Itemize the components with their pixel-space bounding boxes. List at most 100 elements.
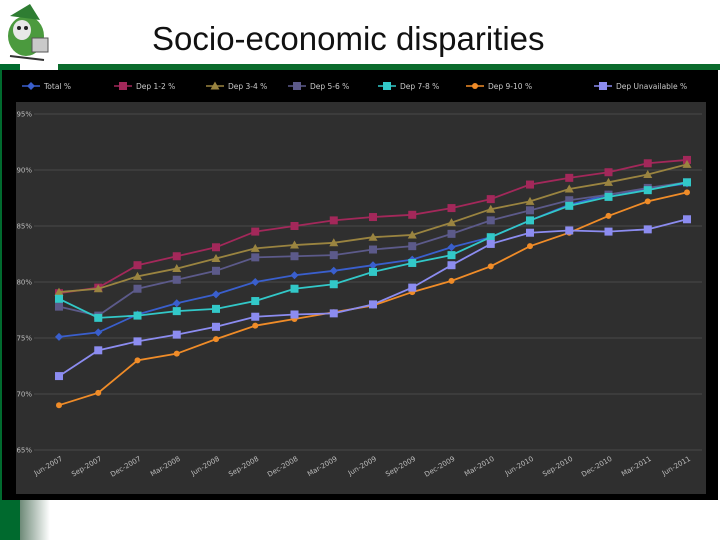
data-point-dep-9-10	[448, 277, 455, 284]
legend-label-dep-9-10: Dep 9-10 %	[488, 82, 532, 91]
data-point-dep-3-4	[682, 159, 692, 168]
data-point-dep-3-4	[407, 230, 417, 239]
data-point-dep-unavailable	[604, 227, 613, 236]
data-point-dep-3-4	[525, 196, 535, 205]
legend-label-dep-1-2: Dep 1-2 %	[136, 82, 175, 91]
y-tick-label: 70%	[16, 391, 32, 399]
series-dep-unavailable	[55, 215, 691, 381]
data-point-dep-1-2	[133, 261, 142, 270]
data-point-dep-7-8	[329, 280, 338, 289]
data-point-dep-3-4	[564, 184, 574, 193]
y-tick-label: 80%	[16, 279, 32, 287]
legend-marker-dep-9-10	[472, 83, 478, 89]
data-point-dep-1-2	[212, 243, 220, 252]
data-point-dep-5-6	[447, 229, 456, 238]
data-point-dep-3-4	[211, 253, 221, 262]
data-point-dep-unavailable	[172, 330, 181, 339]
y-axis-ticks: 65% 70% 75% 80% 85% 90% 95%	[16, 111, 32, 455]
series-dep-3-4	[54, 159, 692, 296]
data-point-dep-unavailable	[290, 310, 299, 319]
data-point-dep-unavailable	[55, 372, 63, 381]
legend-label-total: Total %	[43, 82, 71, 91]
data-point-dep-3-4	[93, 284, 103, 293]
legend-label-dep-5-6: Dep 5-6 %	[310, 82, 349, 91]
data-point-dep-3-4	[368, 232, 378, 241]
data-point-dep-5-6	[369, 245, 377, 254]
data-point-dep-1-2	[172, 252, 181, 261]
data-point-dep-9-10	[527, 243, 533, 250]
data-point-dep-7-8	[408, 258, 417, 267]
data-point-dep-5-6	[290, 252, 299, 261]
data-point-dep-5-6	[251, 253, 260, 262]
data-point-dep-7-8	[604, 192, 613, 201]
series-dep-7-8	[55, 178, 691, 322]
data-point-dep-5-6	[133, 284, 142, 293]
data-point-dep-7-8	[55, 294, 63, 303]
data-point-dep-unavailable	[408, 283, 417, 292]
y-tick-label: 95%	[16, 111, 32, 119]
data-point-dep-unavailable	[643, 225, 652, 234]
legend-marker-dep-unavailable	[599, 82, 607, 90]
data-point-dep-7-8	[212, 304, 220, 313]
legend-label-dep-7-8: Dep 7-8 %	[400, 82, 439, 91]
data-point-dep-1-2	[329, 216, 338, 225]
data-point-dep-3-4	[172, 264, 182, 273]
data-point-dep-7-8	[486, 233, 495, 242]
data-point-dep-unavailable	[329, 309, 338, 318]
y-tick-label: 85%	[16, 223, 32, 231]
data-point-dep-7-8	[369, 267, 377, 276]
data-point-dep-1-2	[251, 227, 260, 236]
data-point-dep-9-10	[56, 402, 62, 409]
y-tick-label: 90%	[16, 167, 32, 175]
data-point-dep-1-2	[526, 180, 534, 189]
data-point-dep-7-8	[172, 307, 181, 316]
data-point-total	[55, 332, 63, 341]
data-point-dep-5-6	[172, 275, 181, 284]
data-point-dep-9-10	[252, 322, 259, 329]
data-point-dep-1-2	[604, 168, 613, 177]
data-point-dep-1-2	[643, 159, 652, 168]
line-chart: 65%70%75%80%85%90%95% Jun-2007 Sep-2007 De…	[2, 70, 718, 500]
data-point-dep-3-4	[643, 169, 653, 178]
legend-marker-dep-5-6	[293, 82, 301, 90]
data-point-dep-5-6	[486, 216, 495, 225]
data-point-dep-9-10	[605, 212, 612, 219]
data-point-dep-3-4	[250, 243, 260, 252]
data-point-dep-3-4	[329, 238, 339, 247]
data-point-total	[172, 299, 181, 308]
data-point-dep-1-2	[290, 222, 299, 230]
data-point-dep-7-8	[565, 201, 574, 210]
y-tick-label: 75%	[16, 335, 32, 343]
header-rule	[58, 64, 720, 70]
data-point-dep-9-10	[134, 357, 141, 364]
data-point-total	[447, 243, 456, 252]
legend-label-dep-unavailable: Dep Unavailable %	[616, 82, 687, 91]
data-point-dep-5-6	[212, 266, 220, 275]
data-point-total	[290, 271, 299, 280]
legend-marker-dep-7-8	[383, 82, 391, 90]
data-point-dep-unavailable	[447, 261, 456, 270]
legend-label-dep-3-4: Dep 3-4 %	[228, 82, 267, 91]
data-point-dep-1-2	[565, 173, 574, 182]
data-point-dep-9-10	[644, 198, 651, 205]
data-point-dep-7-8	[643, 186, 652, 195]
data-point-total	[212, 290, 220, 299]
accent-fade	[20, 500, 50, 540]
data-point-dep-7-8	[447, 251, 456, 260]
data-point-dep-7-8	[526, 216, 534, 225]
data-point-dep-5-6	[526, 206, 534, 215]
data-point-dep-3-4	[290, 240, 299, 249]
legend-marker-dep-3-4	[210, 81, 220, 90]
series-lines	[54, 155, 692, 409]
data-point-dep-3-4	[133, 271, 142, 280]
data-point-dep-3-4	[486, 204, 496, 213]
data-point-dep-5-6	[408, 242, 417, 251]
data-point-dep-unavailable	[683, 215, 691, 224]
data-point-dep-5-6	[565, 196, 574, 205]
data-point-dep-unavailable	[526, 228, 534, 237]
data-point-dep-7-8	[94, 313, 103, 322]
data-point-dep-3-4	[54, 287, 64, 296]
data-point-dep-1-2	[447, 204, 456, 213]
data-point-dep-1-2	[486, 195, 495, 204]
data-point-dep-1-2	[369, 213, 377, 222]
